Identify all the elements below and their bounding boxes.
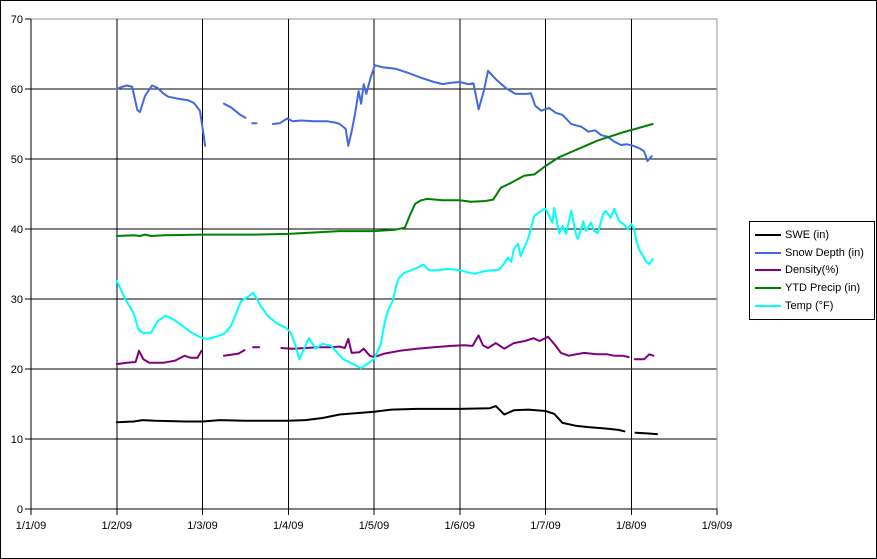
x-axis-label: 1/8/09 bbox=[616, 520, 647, 532]
y-axis-label: 60 bbox=[11, 84, 23, 96]
y-axis-label: 0 bbox=[17, 504, 23, 516]
series-line-snow-depth-in bbox=[222, 102, 247, 119]
series-line-density bbox=[222, 349, 246, 357]
legend-entry: SWE (in) bbox=[755, 229, 872, 241]
legend-label: Temp (°F) bbox=[785, 300, 834, 313]
series-line-density bbox=[633, 353, 655, 361]
legend-swatch bbox=[755, 269, 781, 272]
x-axis-label: 1/5/09 bbox=[359, 520, 390, 532]
series-line-snow-depth-in bbox=[115, 84, 207, 147]
y-axis-label: 30 bbox=[11, 294, 23, 306]
chart-legend: SWE (in) Snow Depth (in) Density(%) YTD Pre… bbox=[749, 221, 875, 320]
series-line-snow-depth-in bbox=[271, 64, 653, 163]
legend-label: Density(%) bbox=[785, 264, 839, 277]
legend-swatch bbox=[755, 305, 781, 308]
series-line-swe-in bbox=[634, 431, 658, 436]
legend-entry: Temp (°F) bbox=[755, 300, 872, 312]
x-axis-label: 1/4/09 bbox=[273, 520, 304, 532]
y-axis-label: 10 bbox=[11, 434, 23, 446]
series-line-density bbox=[280, 334, 630, 359]
legend-swatch bbox=[755, 251, 781, 254]
y-axis-label: 40 bbox=[11, 224, 23, 236]
x-axis-label: 1/3/09 bbox=[187, 520, 218, 532]
series-line-temp-f bbox=[115, 207, 654, 370]
y-axis-label: 50 bbox=[11, 154, 23, 166]
x-axis-label: 1/6/09 bbox=[444, 520, 475, 532]
x-axis-label: 1/1/09 bbox=[16, 520, 47, 532]
y-axis-label: 20 bbox=[11, 364, 23, 376]
x-axis-label: 1/2/09 bbox=[101, 520, 132, 532]
legend-label: YTD Precip (in) bbox=[785, 282, 861, 295]
y-axis-label: 70 bbox=[11, 14, 23, 26]
series-line-ytd-precip-in bbox=[115, 123, 654, 237]
x-axis-label: 1/9/09 bbox=[702, 520, 733, 532]
legend-entry: Snow Depth (in) bbox=[755, 247, 872, 259]
legend-label: SWE (in) bbox=[785, 228, 829, 241]
legend-entry: Density(%) bbox=[755, 264, 872, 276]
legend-label: Snow Depth (in) bbox=[785, 246, 864, 259]
legend-swatch bbox=[755, 233, 781, 236]
series-line-density bbox=[115, 349, 203, 366]
x-axis-label: 1/7/09 bbox=[530, 520, 561, 532]
legend-swatch bbox=[755, 287, 781, 290]
series-line-swe-in bbox=[115, 405, 626, 433]
legend-entry: YTD Precip (in) bbox=[755, 282, 872, 294]
